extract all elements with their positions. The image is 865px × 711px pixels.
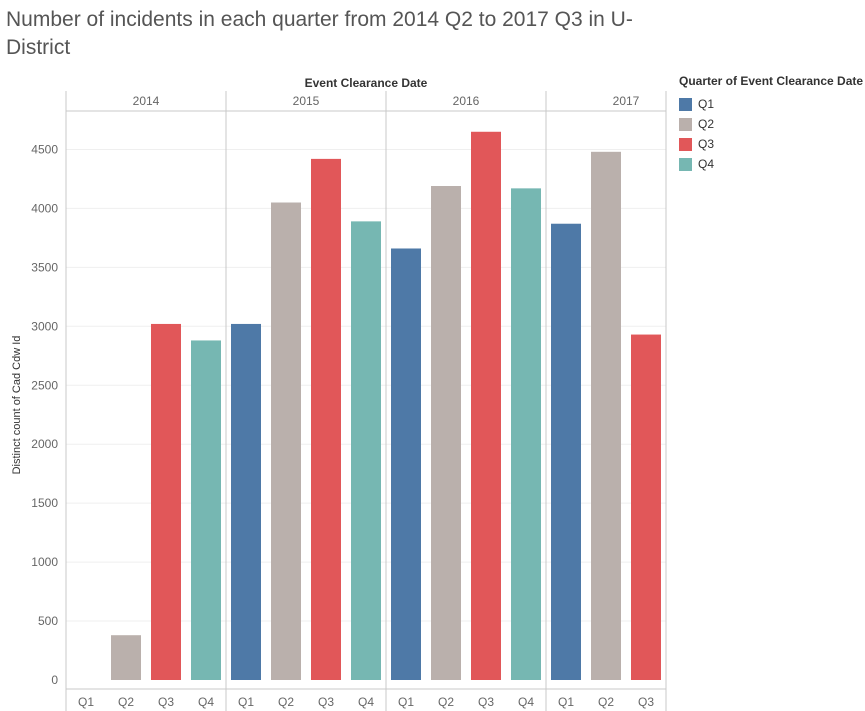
- legend: Quarter of Event Clearance Date Q1 Q2 Q3 Q4: [679, 74, 863, 174]
- legend-item-q2[interactable]: Q2: [679, 114, 863, 134]
- bar-2016-Q3: [471, 131, 501, 680]
- y-tick-label: 4500: [31, 142, 58, 156]
- x-tick-label: Q2: [438, 695, 454, 709]
- y-tick-label: 0: [51, 673, 58, 687]
- bar-2015-Q3: [311, 158, 341, 680]
- axis-labels: 0 500 1000 1500 2000 2500 3000 3500 4000 4500 Even…: [11, 76, 654, 709]
- bar-2017-Q1: [551, 223, 581, 681]
- x-tick-label: Q3: [318, 695, 334, 709]
- legend-title: Quarter of Event Clearance Date: [679, 74, 864, 88]
- bar-2016-Q2: [431, 185, 461, 680]
- legend-item-q1[interactable]: Q1: [679, 94, 863, 114]
- bar-2016-Q1: [391, 248, 421, 680]
- year-header-2015: 2015: [293, 94, 320, 108]
- bar-2014-Q3: [151, 323, 181, 680]
- legend-label: Q3: [698, 137, 715, 151]
- x-tick-label: Q4: [198, 695, 214, 709]
- year-header-2017: 2017: [613, 94, 640, 108]
- y-tick-label: 500: [38, 614, 58, 628]
- y-tick-label: 4000: [31, 201, 58, 215]
- x-tick-label: Q3: [638, 695, 654, 709]
- y-tick-label: 1000: [31, 555, 58, 569]
- legend-items: Q1 Q2 Q3 Q4: [679, 94, 863, 174]
- legend-label: Q1: [698, 97, 715, 111]
- year-header-2016: 2016: [453, 94, 480, 108]
- legend-item-q4[interactable]: Q4: [679, 154, 863, 174]
- panel-frame: [65, 91, 667, 711]
- bar-2016-Q4: [511, 188, 541, 680]
- bar-2015-Q1: [231, 323, 261, 680]
- bar-2017-Q3: [631, 334, 661, 680]
- x-tick-label: Q4: [518, 695, 534, 709]
- legend-label: Q4: [698, 157, 715, 171]
- legend-swatch: [679, 137, 692, 151]
- y-tick-label: 1500: [31, 496, 58, 510]
- bar-2014-Q4: [191, 340, 221, 680]
- column-header: Event Clearance Date: [305, 76, 428, 90]
- bar-2014-Q2: [111, 635, 141, 680]
- legend-item-q3[interactable]: Q3: [679, 134, 863, 154]
- x-tick-label: Q1: [78, 695, 94, 709]
- x-tick-label: Q3: [478, 695, 494, 709]
- year-header-2014: 2014: [133, 94, 160, 108]
- bar-2015-Q2: [271, 202, 301, 680]
- bar-2015-Q4: [351, 221, 381, 680]
- legend-swatch: [679, 97, 692, 111]
- x-tick-label: Q1: [238, 695, 254, 709]
- x-tick-label: Q1: [558, 695, 574, 709]
- x-tick-label: Q4: [358, 695, 374, 709]
- legend-label: Q2: [698, 117, 715, 131]
- legend-swatch: [679, 117, 692, 131]
- y-tick-label: 3000: [31, 319, 58, 333]
- x-tick-label: Q1: [398, 695, 414, 709]
- y-tick-label: 3500: [31, 260, 58, 274]
- x-tick-label: Q2: [598, 695, 614, 709]
- bars: [111, 131, 661, 681]
- bar-2017-Q2: [591, 151, 621, 681]
- legend-swatch: [679, 157, 692, 171]
- y-tick-label: 2000: [31, 437, 58, 451]
- y-tick-label: 2500: [31, 378, 58, 392]
- y-axis-label: Distinct count of Cad Cdw Id: [11, 336, 23, 475]
- chart-title: Number of incidents in each quarter from…: [6, 8, 633, 59]
- x-tick-label: Q2: [118, 695, 134, 709]
- x-tick-label: Q2: [278, 695, 294, 709]
- x-tick-label: Q3: [158, 695, 174, 709]
